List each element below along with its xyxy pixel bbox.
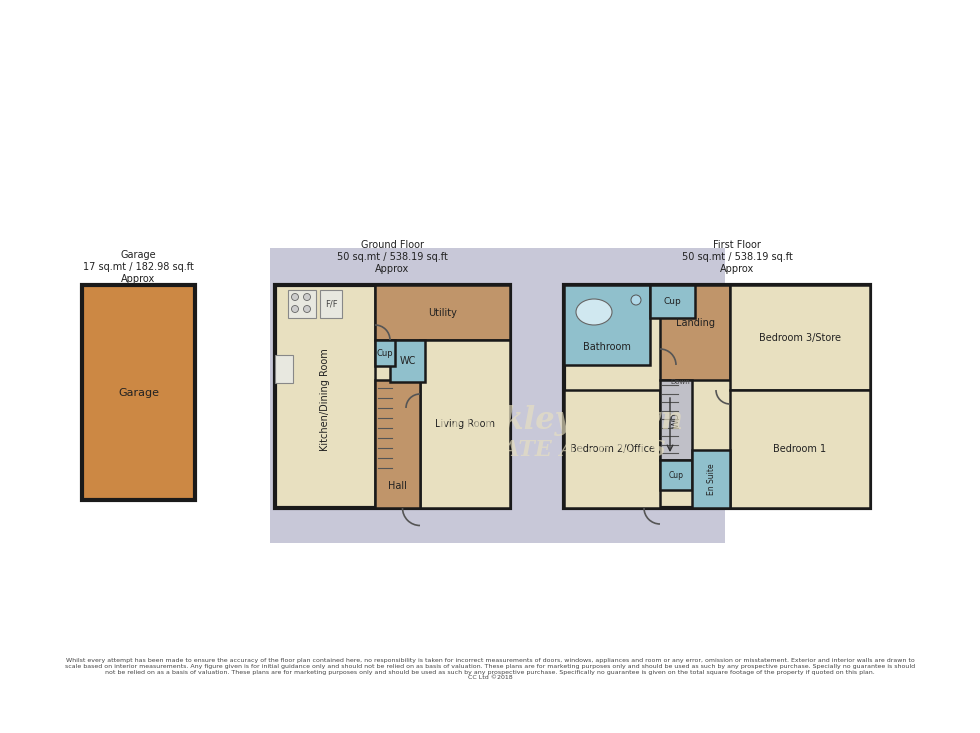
Text: First Floor
50 sq.mt / 538.19 sq.ft
Approx: First Floor 50 sq.mt / 538.19 sq.ft Appr… <box>681 240 793 273</box>
Text: Kitchen/Dining Room: Kitchen/Dining Room <box>320 349 330 452</box>
Text: Landing: Landing <box>675 317 714 328</box>
Bar <box>270 248 725 543</box>
Bar <box>375 285 510 340</box>
Circle shape <box>631 295 641 305</box>
Text: WD: WD <box>671 412 680 428</box>
Bar <box>275 355 293 383</box>
Circle shape <box>304 306 311 312</box>
Text: En Suite: En Suite <box>707 463 715 495</box>
Bar <box>288 290 316 318</box>
Text: Whilst every attempt has been made to ensure the accuracy of the floor plan cont: Whilst every attempt has been made to en… <box>65 658 915 680</box>
Bar <box>375 340 395 366</box>
Bar <box>692 450 730 508</box>
Bar <box>564 285 650 365</box>
Text: Bedroom 1: Bedroom 1 <box>773 444 826 454</box>
Bar <box>390 340 425 382</box>
Bar <box>660 285 730 380</box>
Bar <box>660 460 692 490</box>
Circle shape <box>304 293 311 301</box>
Bar <box>375 380 420 508</box>
Text: WC: WC <box>399 356 416 366</box>
Circle shape <box>291 293 299 301</box>
Text: Bedroom 3/Store: Bedroom 3/Store <box>759 333 841 342</box>
Text: Living Room: Living Room <box>435 419 495 429</box>
Text: Garage
17 sq.mt / 182.98 sq.ft
Approx: Garage 17 sq.mt / 182.98 sq.ft Approx <box>83 251 194 284</box>
Bar <box>564 285 870 508</box>
Text: Down: Down <box>670 379 690 385</box>
Bar <box>730 390 870 508</box>
Text: Cup: Cup <box>376 348 393 358</box>
Bar <box>660 380 692 460</box>
Bar <box>730 285 870 390</box>
Text: F/F: F/F <box>324 300 337 309</box>
Bar <box>650 285 695 318</box>
Bar <box>564 390 660 508</box>
Ellipse shape <box>576 299 612 325</box>
Text: Bathroom: Bathroom <box>583 342 631 352</box>
Text: Ground Floor
50 sq.mt / 538.19 sq.ft
Approx: Ground Floor 50 sq.mt / 538.19 sq.ft App… <box>337 240 448 273</box>
Bar <box>320 290 342 318</box>
Bar <box>420 340 510 508</box>
Circle shape <box>291 306 299 312</box>
Text: BuckleyBrown: BuckleyBrown <box>436 405 683 435</box>
Text: Bedroom 2/Office: Bedroom 2/Office <box>569 444 655 454</box>
Bar <box>275 285 510 508</box>
Text: Utility: Utility <box>428 308 457 317</box>
Bar <box>82 285 195 500</box>
Text: ESTATE AGENTS: ESTATE AGENTS <box>454 439 666 461</box>
Text: Hall: Hall <box>388 481 407 491</box>
Text: Garage: Garage <box>118 388 159 397</box>
Text: Cup: Cup <box>668 471 683 479</box>
Text: Cup: Cup <box>663 297 681 306</box>
